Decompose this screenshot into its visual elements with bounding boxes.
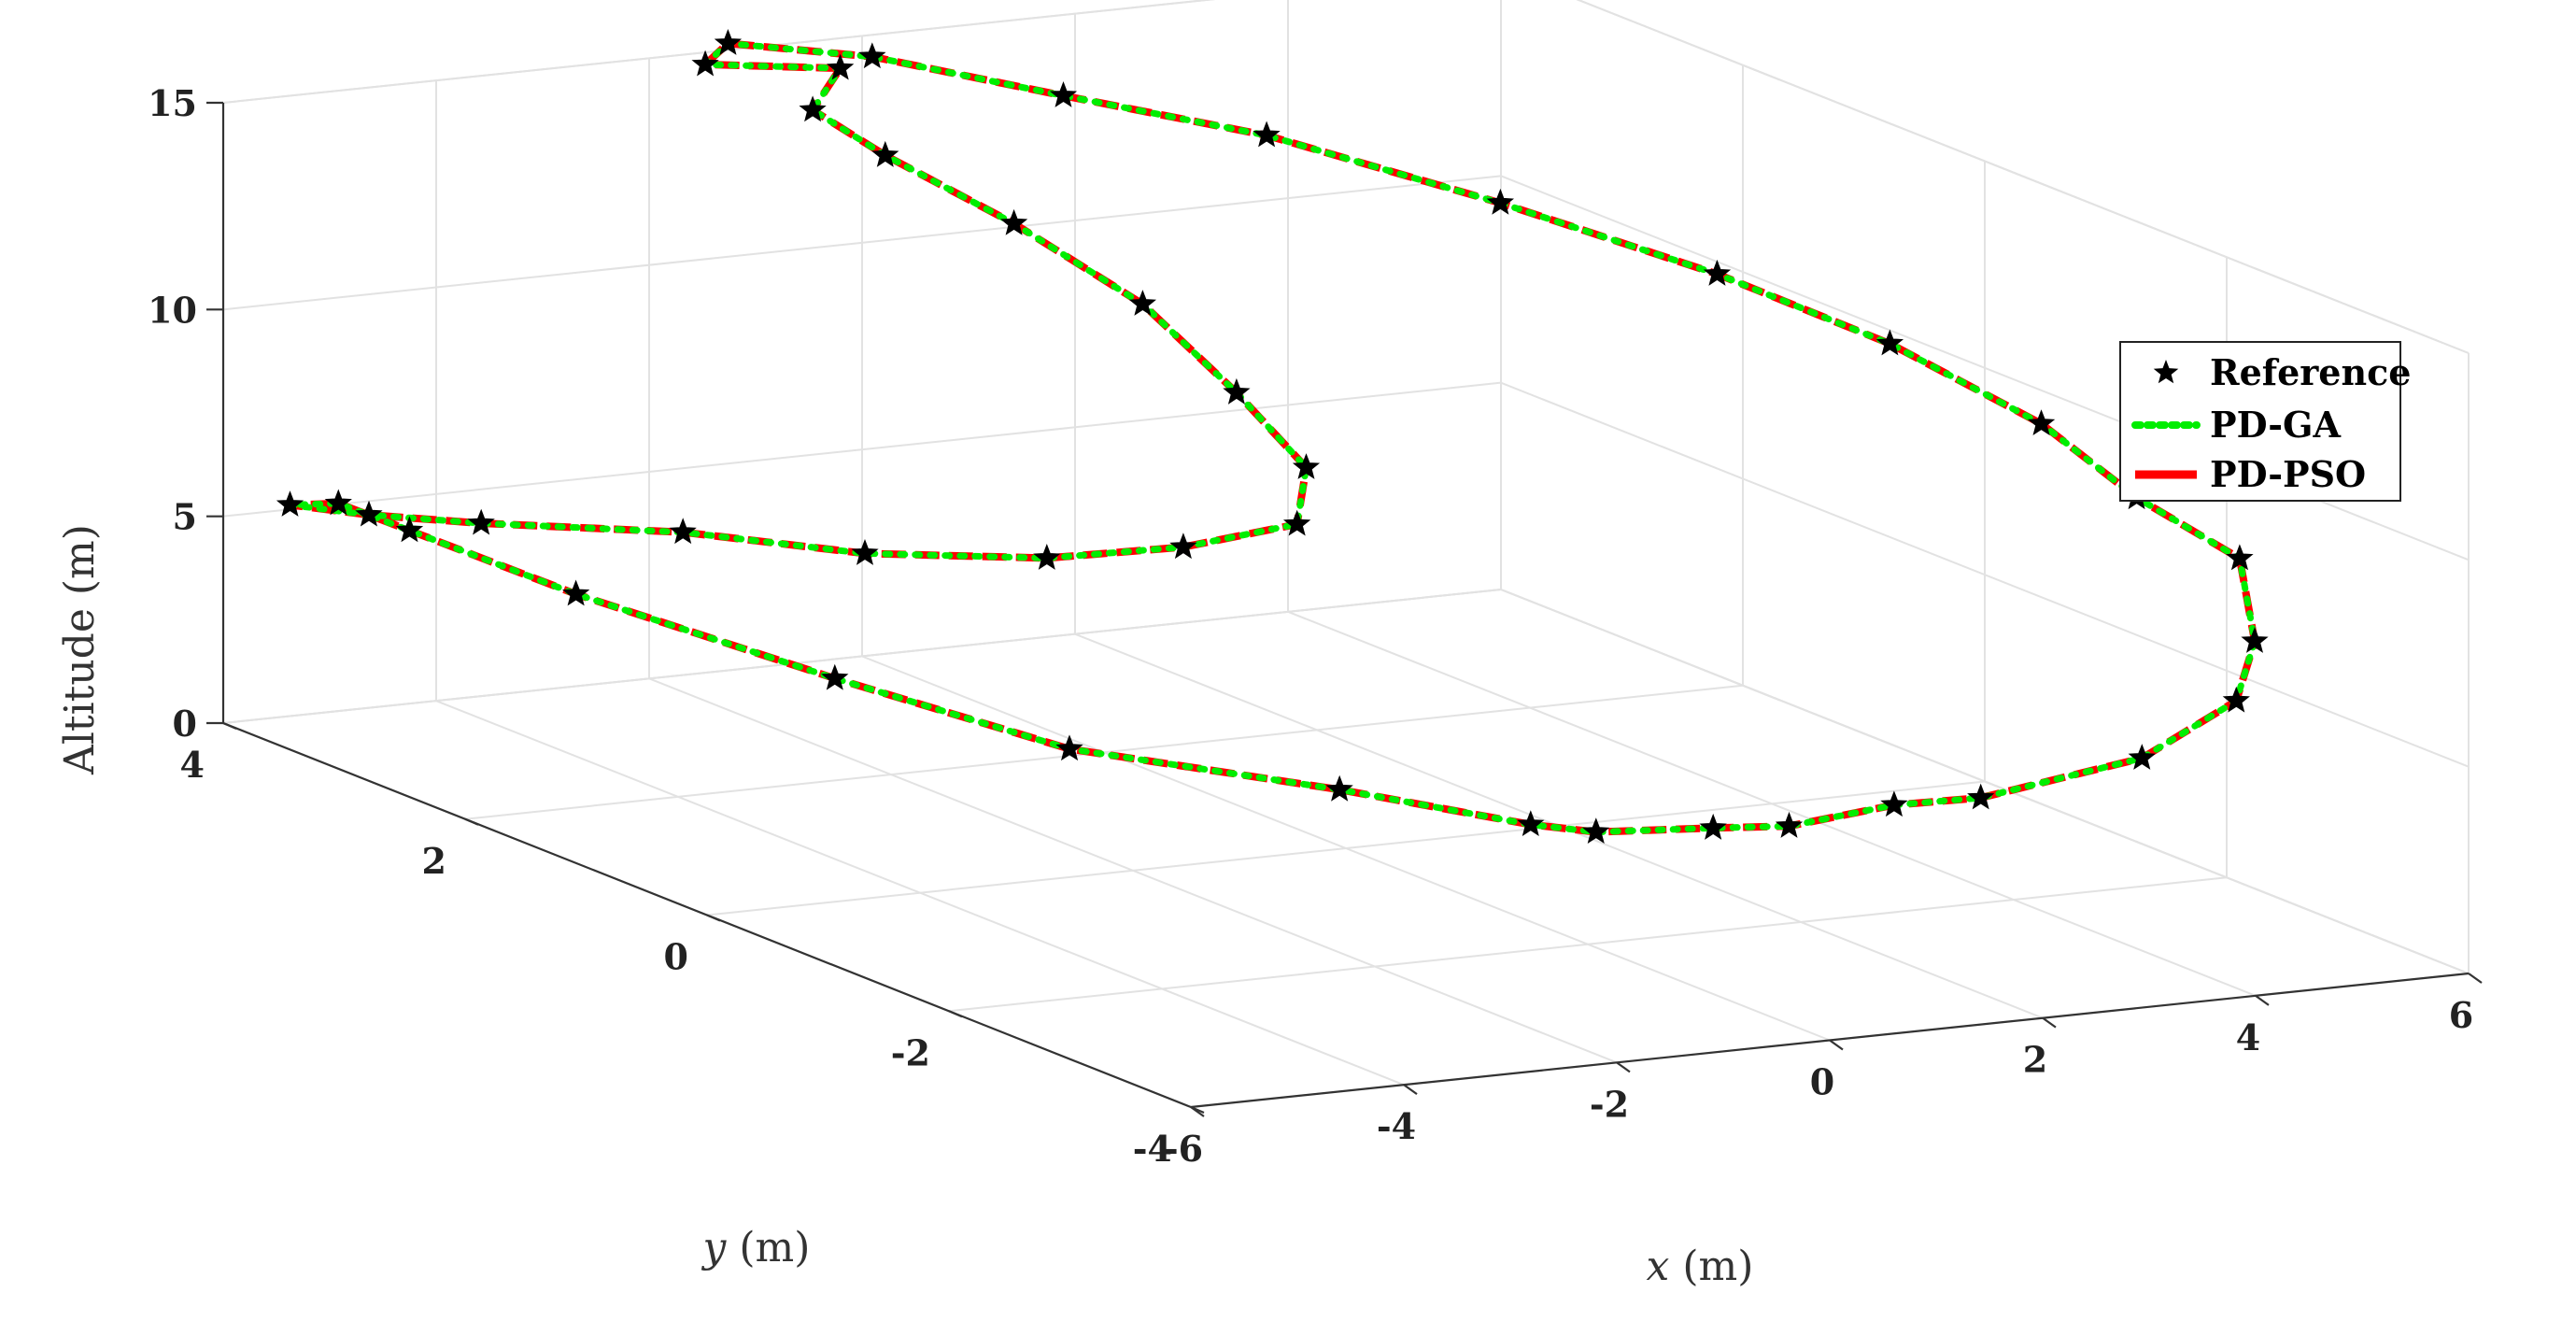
reference-star-marker xyxy=(1128,290,1157,316)
side-wall-gridline-z xyxy=(1500,381,2470,768)
reference-star-marker xyxy=(2226,544,2254,571)
x-tick-label: -2 xyxy=(1590,1083,1629,1125)
reference-star-marker xyxy=(1292,453,1321,479)
x-tick-label: 6 xyxy=(2449,994,2473,1036)
y-axis-unit: (m) xyxy=(739,1224,810,1271)
legend-reference-label: Reference xyxy=(2210,351,2411,393)
x-tick-mark xyxy=(2468,973,2483,984)
floor-gridline-y xyxy=(948,876,2228,1013)
reference-star-marker xyxy=(1253,121,1281,148)
reference-star-marker xyxy=(1223,377,1251,405)
reference-star-marker xyxy=(669,518,697,545)
x-tick-mark xyxy=(1616,1061,1631,1073)
y-tick-label: -4 xyxy=(1133,1128,1172,1170)
reference-star-marker xyxy=(2241,626,2269,653)
x-axis-unit: (m) xyxy=(1682,1243,1753,1290)
reference-star-marker xyxy=(1055,734,1083,761)
reference-star-marker xyxy=(355,500,383,527)
reference-star-marker xyxy=(1169,533,1197,560)
reference-star-marker xyxy=(1699,813,1727,840)
y-tick-mark xyxy=(464,817,479,826)
reference-star-marker xyxy=(1703,259,1732,286)
reference-star-marker xyxy=(2128,744,2156,770)
reference-star-marker xyxy=(2222,686,2250,713)
x-tick-mark xyxy=(2042,1016,2057,1029)
reference-star-marker xyxy=(1967,783,1995,810)
x-axis-var: x xyxy=(1647,1243,1670,1290)
z-tick-label: 0 xyxy=(173,703,197,745)
x-tick-label: -6 xyxy=(1164,1128,1203,1170)
reference-star-marker xyxy=(1282,509,1311,536)
y-axis-var: y xyxy=(701,1224,728,1271)
z-axis-label: Altitude (m) xyxy=(56,524,104,775)
axes xyxy=(206,101,2483,1117)
reference-star-marker xyxy=(1880,790,1908,817)
y-tick-mark xyxy=(1190,1105,1205,1115)
reference-star-marker xyxy=(561,579,590,606)
series-pd-pso-line xyxy=(286,39,2258,836)
y-tick-label: 2 xyxy=(422,840,446,882)
z-tick-label: 5 xyxy=(173,496,197,538)
reference-star-marker xyxy=(2027,409,2056,436)
reference-star-marker xyxy=(999,208,1028,235)
x-tick-label: 0 xyxy=(1810,1061,1834,1103)
legend: Reference PD-GA PD-PSO xyxy=(2119,341,2411,502)
y-axis-label: y (m) xyxy=(701,1224,811,1271)
legend-pd-pso-label: PD-PSO xyxy=(2210,453,2366,495)
reference-star-marker xyxy=(1049,80,1078,107)
reference-star-marker xyxy=(395,516,424,543)
reference-star-marker xyxy=(858,42,886,69)
reference-star-marker xyxy=(1033,544,1061,570)
reference-star-marker xyxy=(324,489,352,516)
x-tick-mark xyxy=(1403,1084,1418,1096)
x-tick-label: 4 xyxy=(2236,1016,2260,1058)
y-tick-mark xyxy=(222,721,237,731)
z-tick-label: 15 xyxy=(148,82,197,124)
reference-star-marker xyxy=(1517,810,1545,837)
back-wall-gridline-z xyxy=(222,175,1502,311)
back-wall-gridline-z xyxy=(222,0,1215,104)
reference-star-marker xyxy=(799,95,827,122)
x-axis-label: x (m) xyxy=(1647,1243,1754,1290)
x-tick-label: 2 xyxy=(2023,1039,2047,1081)
x-tick-label: -4 xyxy=(1377,1105,1416,1147)
y-tick-label: -2 xyxy=(891,1031,930,1073)
series xyxy=(276,29,2269,845)
reference-star-marker xyxy=(1775,811,1804,838)
reference-star-marker xyxy=(1486,188,1515,215)
reference-star-marker xyxy=(871,140,899,167)
legend-pd-ga-label: PD-GA xyxy=(2210,404,2341,446)
y-tick-label: 0 xyxy=(664,936,688,978)
reference-star-marker xyxy=(1582,817,1610,845)
reference-star-marker xyxy=(691,50,719,77)
series-reference-markers xyxy=(276,29,2269,845)
back-wall-gridline-z xyxy=(222,589,1502,724)
z-tick-label: 10 xyxy=(148,289,197,331)
reference-star-marker xyxy=(851,539,879,565)
side-wall-gridline-z xyxy=(1576,0,2470,354)
legend-reference-star-icon xyxy=(2153,360,2179,384)
y-tick-mark xyxy=(948,1010,963,1018)
reference-star-marker xyxy=(826,53,855,80)
floor-gridline-y xyxy=(706,780,1986,916)
reference-star-marker xyxy=(276,490,304,517)
reference-star-marker xyxy=(1325,774,1353,802)
reference-star-marker xyxy=(821,663,849,690)
x-tick-mark xyxy=(2255,994,2270,1006)
series-pd-ga-line xyxy=(287,39,2258,836)
y-tick-mark xyxy=(706,914,721,922)
x-tick-mark xyxy=(1829,1039,1844,1051)
y-tick-label: 4 xyxy=(180,744,205,786)
back-wall-gridline-z xyxy=(222,381,1502,518)
reference-star-marker xyxy=(714,29,743,55)
grid xyxy=(222,0,2470,1108)
reference-star-marker xyxy=(467,508,495,535)
side-wall-gridline-z xyxy=(1500,589,2470,974)
reference-star-marker xyxy=(1875,329,1904,356)
